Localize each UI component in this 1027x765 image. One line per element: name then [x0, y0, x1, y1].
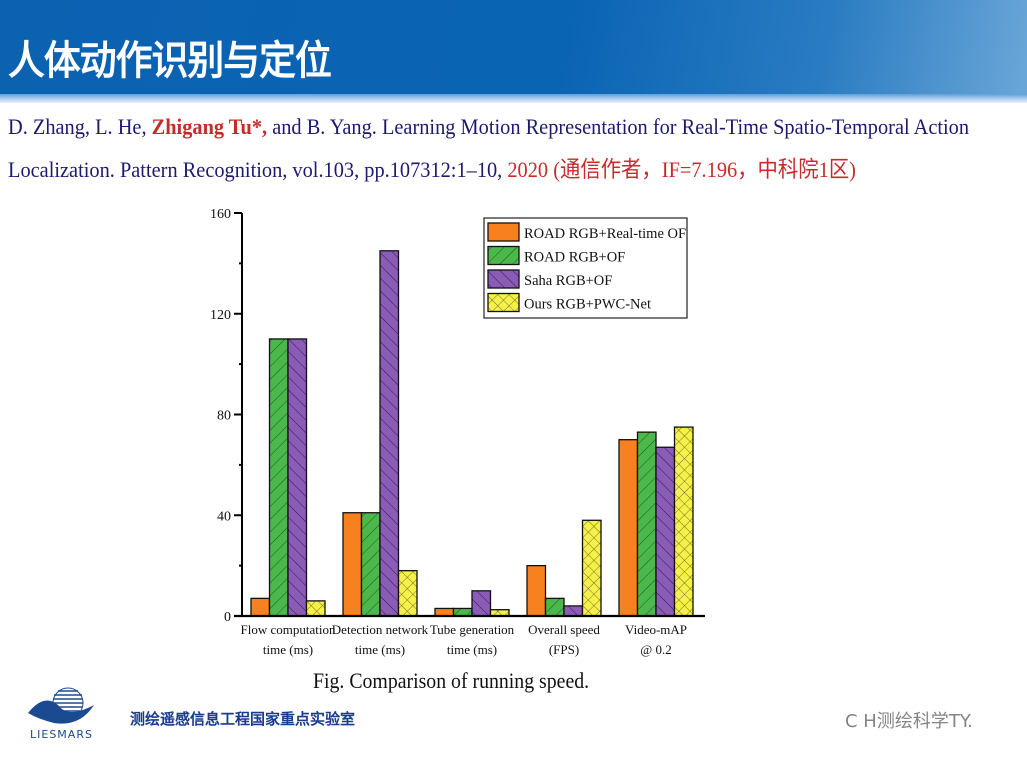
axes-layer: Flow computation time (ms) Detection netwo…	[210, 207, 705, 657]
bar	[544, 597, 565, 617]
bar	[655, 446, 676, 617]
logo-text: LIESMARS	[30, 728, 93, 741]
citation-line-2: Localization. Pattern Recognition, vol.1…	[8, 152, 856, 184]
citation-line-1: D. Zhang, L. He, Zhigang Tu*, and B. Yan…	[8, 114, 969, 140]
liesmars-logo-icon	[28, 687, 94, 724]
bar	[452, 607, 473, 617]
bar	[673, 426, 694, 617]
lab-name: 测绘遥感信息工程国家重点实验室	[130, 710, 356, 728]
x-tick-label: Tube generation	[430, 622, 515, 637]
x-tick-label: Video-mAP	[625, 622, 687, 637]
bar	[287, 338, 308, 617]
citation-authors: D. Zhang, L. He,	[8, 114, 152, 139]
x-tick-label: time (ms)	[263, 642, 313, 657]
bar	[250, 597, 271, 617]
bar	[268, 338, 289, 617]
bar	[434, 607, 455, 617]
y-tick-label: 40	[217, 509, 231, 524]
legend-label: Saha RGB+OF	[524, 273, 612, 289]
bar	[379, 250, 400, 617]
x-tick-label: Overall speed	[528, 622, 600, 637]
bar	[397, 570, 418, 617]
legend-label: ROAD RGB+Real-time OF	[524, 226, 686, 242]
legend-label: Ours RGB+PWC-Net	[524, 297, 651, 313]
citation-corresponding-author: Zhigang Tu*,	[151, 114, 268, 139]
y-tick-label: 120	[210, 308, 231, 323]
bar	[526, 564, 547, 617]
bar	[471, 590, 492, 617]
bar	[581, 519, 602, 617]
citation-title: and B. Yang. Learning Motion Representat…	[267, 114, 970, 139]
x-tick-label: Detection network	[332, 622, 429, 637]
title-banner	[0, 0, 1027, 94]
x-tick-label: @ 0.2	[640, 642, 671, 657]
bars-layer	[250, 250, 694, 617]
citation-venue: Localization. Pattern Recognition, vol.1…	[8, 157, 508, 182]
x-tick-label: Flow computation	[241, 622, 336, 637]
y-tick-label: 80	[217, 409, 231, 424]
citation-year-note: 2020 (通信作者，IF=7.196，中科院1区)	[507, 157, 856, 182]
y-tick-label: 0	[224, 610, 231, 625]
bar	[618, 439, 639, 617]
bar	[360, 512, 381, 617]
x-tick-label: time (ms)	[355, 642, 405, 657]
title-banner-stripe	[0, 94, 1027, 103]
bar	[305, 600, 326, 617]
watermark: C H测绘科学TY.	[845, 711, 973, 732]
bar	[636, 431, 657, 617]
bar	[563, 605, 584, 617]
legend-label: ROAD RGB+OF	[524, 250, 625, 266]
x-tick-label: time (ms)	[447, 642, 497, 657]
slide-title: 人体动作识别与定位	[8, 38, 332, 84]
x-tick-label: (FPS)	[549, 642, 579, 657]
bar	[342, 512, 363, 617]
figure-caption: Fig. Comparison of running speed.	[313, 668, 590, 693]
y-tick-label: 160	[210, 207, 231, 222]
chart-legend: ROAD RGB+Real-time OF ROAD RGB+OF Saha RGB…	[483, 217, 688, 319]
